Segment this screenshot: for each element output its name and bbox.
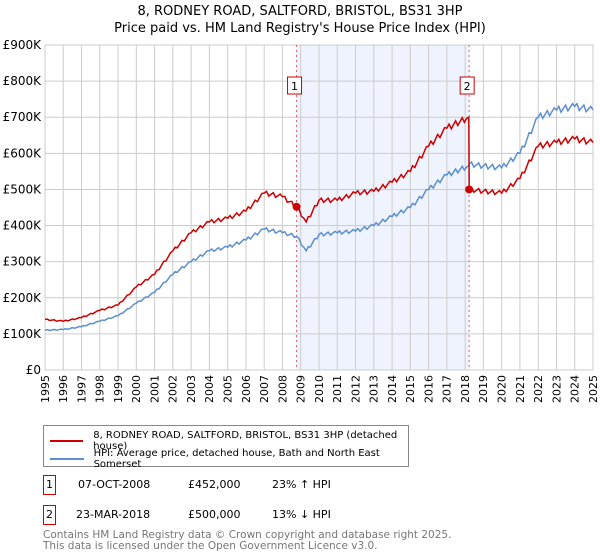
price-chart: £0 £100K £200K £300K £400K £500K £600K £700K £80… bbox=[3, 38, 600, 403]
x-tick-label: 2018 bbox=[459, 375, 472, 403]
x-tick-label: 2022 bbox=[532, 375, 545, 403]
x-tick-label: 2023 bbox=[550, 375, 563, 403]
subtitle-line: Price paid vs. HM Land Registry's House … bbox=[114, 21, 486, 36]
transaction-hpi: 23% ↑ HPI bbox=[272, 478, 331, 491]
x-tick-label: 1995 bbox=[39, 375, 52, 403]
footer-licence: This data is licensed under the Open Gov… bbox=[43, 540, 378, 552]
legend-label: HPI: Average price, detached house, Bath… bbox=[93, 448, 380, 470]
x-tick-label: 2012 bbox=[349, 375, 362, 403]
transaction-row: 2 23-MAR-2018 £500,000 13% ↓ HPI bbox=[43, 505, 543, 525]
transaction-row: 1 07-OCT-2008 £452,000 23% ↑ HPI bbox=[43, 475, 543, 495]
marker-box bbox=[287, 76, 303, 95]
x-tick-label: 2004 bbox=[203, 375, 216, 403]
legend-item-property: 8, RODNEY ROAD, SALTFORD, BRISTOL, BS31 … bbox=[50, 430, 408, 452]
y-tick-label: £800K bbox=[3, 74, 43, 88]
x-tick-label: 2007 bbox=[258, 375, 271, 403]
plot-frame bbox=[44, 44, 594, 371]
x-tick-label: 2006 bbox=[240, 375, 253, 403]
x-tick-label: 2003 bbox=[185, 375, 198, 403]
x-tick-label: 2001 bbox=[148, 375, 161, 403]
marker-label: 1 bbox=[291, 80, 298, 93]
y-tick-label: £0 bbox=[26, 363, 41, 377]
x-tick-label: 2009 bbox=[295, 375, 308, 403]
x-tick-label: 2002 bbox=[167, 375, 180, 403]
marker-badge: 1 bbox=[43, 475, 56, 495]
chart-title: 8, RODNEY ROAD, SALTFORD, BRISTOL, BS31 … bbox=[0, 3, 600, 37]
x-tick-label: 2016 bbox=[422, 375, 435, 403]
x-tick-label: 2014 bbox=[386, 375, 399, 403]
transaction-price: £452,000 bbox=[188, 478, 241, 491]
y-tick-label: £500K bbox=[3, 182, 43, 196]
y-tick-label: £200K bbox=[3, 291, 43, 305]
footer: Contains HM Land Registry data © Crown c… bbox=[43, 530, 451, 552]
series-line bbox=[44, 115, 594, 323]
y-tick-label: £600K bbox=[3, 146, 43, 160]
marker-label: 2 bbox=[464, 80, 471, 93]
x-tick-label: 2005 bbox=[222, 375, 235, 403]
y-tick-label: £400K bbox=[3, 219, 43, 233]
x-tick-label: 2021 bbox=[514, 375, 527, 403]
x-tick-label: 2015 bbox=[404, 375, 417, 403]
y-tick-label: £700K bbox=[3, 110, 43, 124]
y-tick-label: £100K bbox=[3, 327, 43, 341]
x-tick-label: 2025 bbox=[587, 375, 600, 403]
legend-item-hpi: HPI: Average price, detached house, Bath… bbox=[50, 448, 408, 470]
blue-line-swatch bbox=[50, 458, 84, 460]
y-tick-label: £900K bbox=[3, 38, 43, 52]
x-tick-label: 1997 bbox=[75, 375, 88, 403]
legend-label: 8, RODNEY ROAD, SALTFORD, BRISTOL, BS31 … bbox=[93, 430, 398, 452]
highlight-period bbox=[296, 45, 470, 370]
x-tick-label: 1996 bbox=[57, 375, 70, 403]
x-tick-label: 2019 bbox=[477, 375, 490, 403]
sale-point bbox=[292, 202, 301, 211]
marker-badge: 2 bbox=[43, 505, 56, 525]
title-line: 8, RODNEY ROAD, SALTFORD, BRISTOL, BS31 … bbox=[137, 4, 463, 19]
x-tick-label: 2024 bbox=[569, 375, 582, 403]
x-tick-label: 1999 bbox=[112, 375, 125, 403]
marker-box bbox=[459, 76, 475, 95]
transaction-price: £500,000 bbox=[188, 508, 241, 521]
red-line-swatch bbox=[50, 440, 84, 442]
y-tick-label: £300K bbox=[3, 255, 43, 269]
x-tick-label: 2013 bbox=[368, 375, 381, 403]
footer-copyright: Contains HM Land Registry data © Crown c… bbox=[43, 529, 452, 541]
x-tick-label: 2020 bbox=[496, 375, 509, 403]
transaction-date: 07-OCT-2008 bbox=[78, 478, 151, 491]
sale-point bbox=[465, 185, 474, 194]
x-tick-label: 2011 bbox=[331, 375, 344, 403]
x-tick-label: 2000 bbox=[130, 375, 143, 403]
transaction-hpi: 13% ↓ HPI bbox=[272, 508, 331, 521]
x-tick-label: 2008 bbox=[276, 375, 289, 403]
series-line bbox=[44, 102, 594, 332]
transaction-date: 23-MAR-2018 bbox=[76, 508, 151, 521]
legend: 8, RODNEY ROAD, SALTFORD, BRISTOL, BS31 … bbox=[43, 425, 409, 470]
x-tick-label: 1998 bbox=[94, 375, 107, 403]
x-tick-label: 2017 bbox=[441, 375, 454, 403]
x-tick-label: 2010 bbox=[313, 375, 326, 403]
